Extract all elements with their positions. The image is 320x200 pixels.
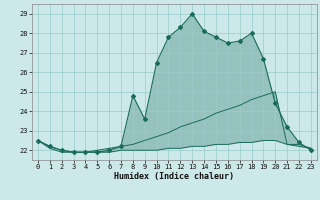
X-axis label: Humidex (Indice chaleur): Humidex (Indice chaleur) (115, 172, 234, 181)
